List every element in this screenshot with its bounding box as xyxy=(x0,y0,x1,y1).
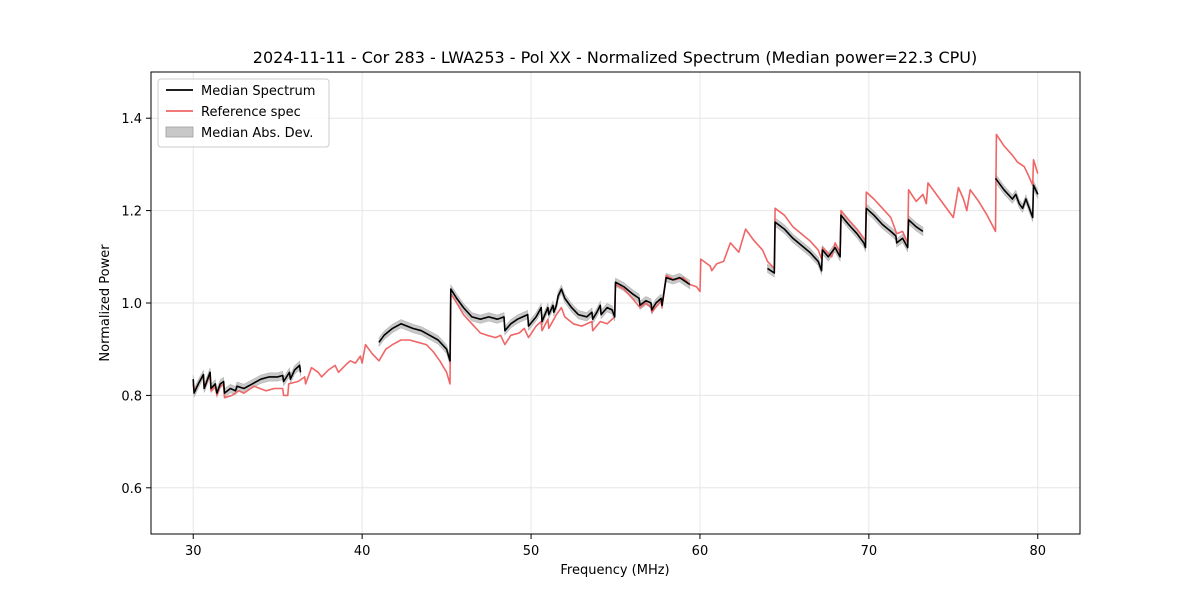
median-spectrum-line xyxy=(192,364,302,394)
x-tick-label: 40 xyxy=(354,544,371,559)
x-tick-label: 70 xyxy=(861,544,878,559)
legend-median-label: Median Spectrum xyxy=(201,84,315,99)
legend-box xyxy=(157,78,330,148)
median-spectrum-line xyxy=(378,276,691,362)
legend-mad-swatch xyxy=(165,126,194,138)
x-tick-label: 60 xyxy=(692,544,709,559)
reference-spec-series xyxy=(192,133,1039,399)
median-spectrum-line xyxy=(767,207,924,274)
y-tick-label: 1.0 xyxy=(121,297,142,312)
legend-reference-label: Reference spec xyxy=(201,105,301,120)
y-tick-label: 1.2 xyxy=(121,205,142,220)
plot-area xyxy=(192,133,1039,399)
legend: Median Spectrum Reference spec Median Ab… xyxy=(157,78,330,148)
legend-mad-label: Median Abs. Dev. xyxy=(201,126,313,141)
x-tick-label: 30 xyxy=(185,544,202,559)
y-axis-label: Normalized Power xyxy=(98,244,113,362)
x-axis-label: Frequency (MHz) xyxy=(560,563,669,578)
x-tick-label: 80 xyxy=(1029,544,1046,559)
reference-spec-line xyxy=(192,133,1039,399)
y-tick-label: 0.8 xyxy=(121,389,142,404)
x-tick-label: 50 xyxy=(523,544,540,559)
x-axis-ticks: 30 40 50 60 70 80 xyxy=(185,534,1046,559)
chart-title: 2024-11-11 - Cor 283 - LWA253 - Pol XX -… xyxy=(253,48,977,67)
median-spectrum-line xyxy=(994,177,1039,219)
y-tick-label: 0.6 xyxy=(121,482,142,497)
y-tick-label: 1.4 xyxy=(121,112,142,127)
y-axis-ticks: 0.6 0.8 1.0 1.2 1.4 xyxy=(121,112,151,497)
median-spectrum-series xyxy=(192,177,1039,394)
grid xyxy=(151,72,1080,534)
